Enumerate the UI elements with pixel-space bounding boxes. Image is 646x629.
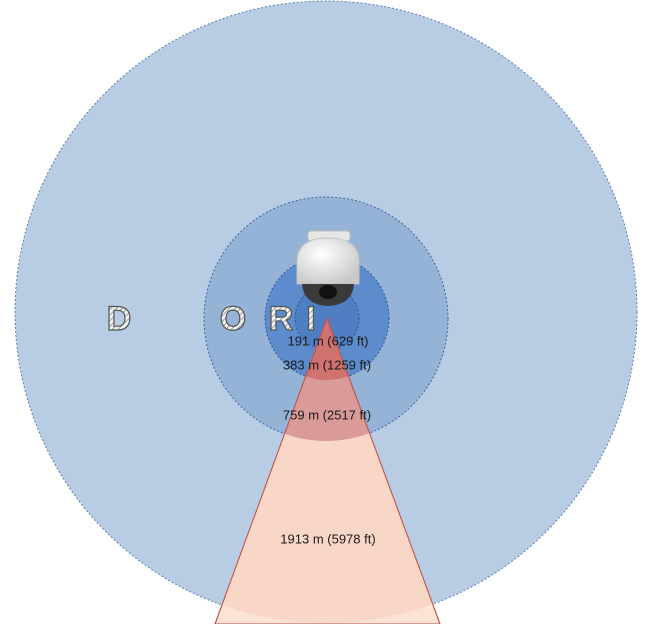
dori-letter: O	[220, 300, 246, 338]
page: {"dori_letters": ["D", "O", "R", "I"], "…	[0, 0, 646, 624]
range-label: 191 m (629 ft)	[288, 333, 369, 348]
dori-letter: I	[306, 300, 315, 338]
dori-letter: D	[107, 300, 132, 338]
range-label: 1913 m (5978 ft)	[280, 531, 375, 546]
dori-diagram: D O R I 191 m (629 ft) 383 m (1259 ft) 7…	[0, 0, 646, 624]
range-label: 759 m (2517 ft)	[283, 407, 371, 422]
range-label: 383 m (1259 ft)	[283, 357, 371, 372]
dori-letter: R	[269, 300, 294, 338]
